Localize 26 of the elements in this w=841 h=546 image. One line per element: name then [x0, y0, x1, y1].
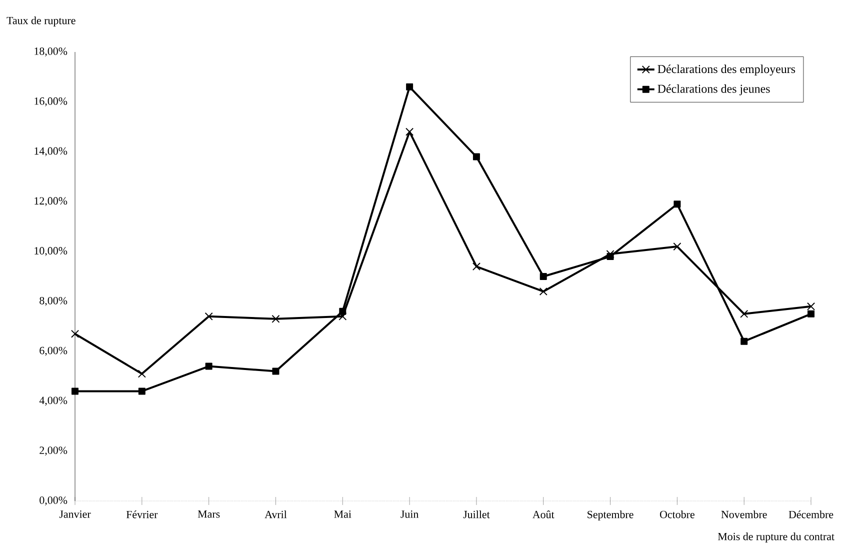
- x-tick-label: Octobre: [660, 510, 694, 518]
- y-tick-label: 8,00%: [40, 296, 68, 306]
- legend-label: Déclarations des employeurs: [658, 64, 796, 76]
- x-tick-label: Décembre: [788, 510, 834, 518]
- x-tick-label: Juin: [400, 510, 419, 518]
- y-tick-label: 0,00%: [40, 496, 68, 506]
- x-tick-label: Mars: [198, 510, 220, 518]
- x-tick-label: Février: [126, 510, 158, 518]
- y-tick-label: 18,00%: [34, 48, 68, 56]
- x-tick-label: Mai: [334, 510, 352, 518]
- y-tick-label: 4,00%: [39, 396, 68, 406]
- y-tick-label: 14,00%: [34, 147, 68, 156]
- legend-label: Déclarations des jeunes: [658, 84, 770, 96]
- x-tick-label: Août: [532, 510, 554, 518]
- x-tick-label: Novembre: [721, 510, 767, 518]
- y-tick-label: 12,00%: [34, 197, 68, 206]
- x-tick-label: Juillet: [463, 510, 490, 518]
- y-axis-title: Taux de rupture: [6, 16, 76, 26]
- x-tick-label: Janvier: [59, 510, 91, 518]
- y-tick-label: 2,00%: [40, 446, 68, 456]
- y-tick-label: 16,00%: [34, 97, 68, 106]
- x-tick-label: Avril: [264, 510, 287, 518]
- x-axis-title: Mois de rupture du contrat: [718, 532, 834, 542]
- y-tick-label: 10,00%: [34, 247, 68, 256]
- x-tick-label: Septembre: [588, 510, 634, 520]
- y-tick-label: 6,00%: [40, 346, 68, 356]
